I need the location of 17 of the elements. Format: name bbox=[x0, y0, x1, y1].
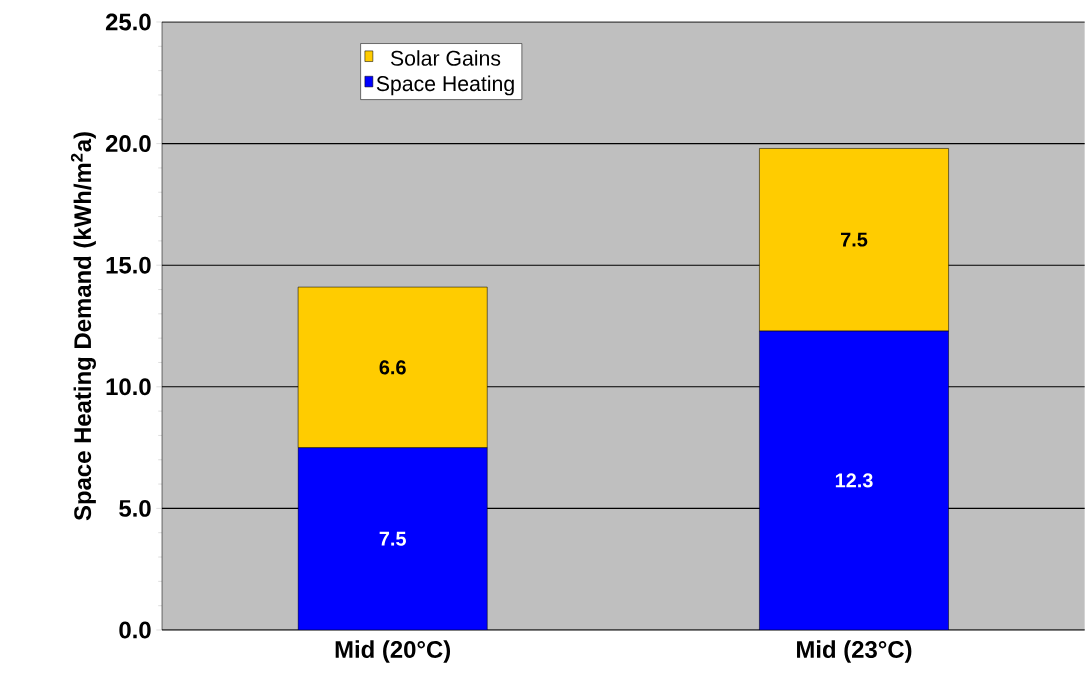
y-axis-title: Space Heating Demand (kWh/m$^{2}$a) bbox=[70, 132, 96, 521]
legend-label: Solar Gains bbox=[390, 50, 501, 66]
y-tick-label: 10.0 bbox=[106, 378, 151, 396]
data-label: 6.6 bbox=[379, 360, 406, 375]
y-tick-label: 5.0 bbox=[119, 499, 151, 517]
y-tick-label: 20.0 bbox=[105, 135, 151, 153]
data-label: 12.3 bbox=[835, 473, 873, 488]
y-tick-label: 25.0 bbox=[105, 13, 151, 31]
bar bbox=[759, 330, 949, 630]
x-tick-label: Mid (20°C) bbox=[335, 640, 451, 663]
x-tick-label: Mid (23°C) bbox=[797, 640, 912, 663]
y-tick-label: 15.0 bbox=[106, 256, 151, 274]
y-tick-label: 0.0 bbox=[119, 621, 151, 639]
bar bbox=[298, 447, 488, 630]
legend-label: Space Heating bbox=[376, 75, 514, 96]
data-label: 7.5 bbox=[841, 232, 868, 247]
data-label: 7.5 bbox=[379, 531, 406, 546]
